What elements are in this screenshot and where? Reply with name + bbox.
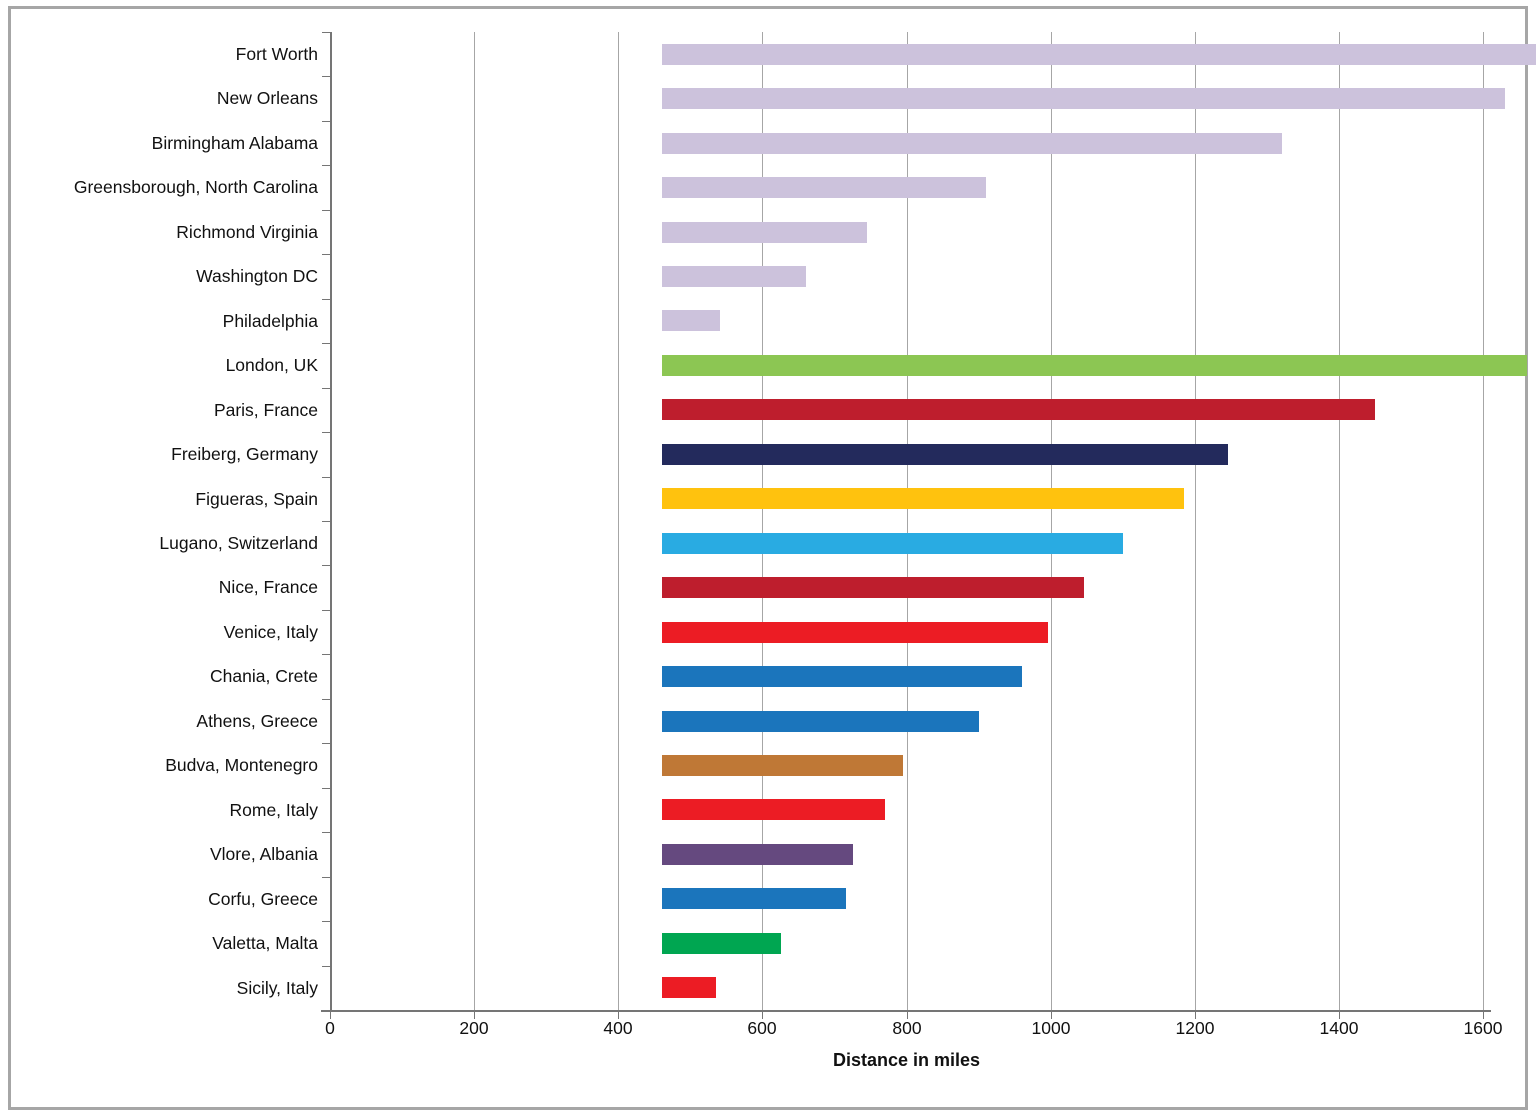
y-axis-tick [322,254,331,255]
category-label-figueras-spain: Figueras, Spain [195,488,318,509]
y-axis-tick [322,877,331,878]
category-label-freiberg-germany: Freiberg, Germany [171,443,318,464]
bar-paris-france [662,399,1375,420]
category-label-new-orleans: New Orleans [216,87,318,108]
x-tick-label-400: 400 [603,1018,633,1038]
y-axis-tick [322,388,331,389]
bar-chania-crete [662,666,1022,687]
x-axis-tick-200 [474,1010,475,1019]
x-tick-label-800: 800 [892,1018,922,1038]
bar-greensborough-north-carolina [662,177,986,198]
gridline-1000 [1051,32,1052,1010]
x-axis-tick-1600 [1483,1010,1484,1019]
y-axis-tick [322,432,331,433]
plot-area [330,32,1536,1010]
y-axis-tick [322,921,331,922]
x-tick-label-0: 0 [325,1018,335,1038]
bar-freiberg-germany [662,444,1228,465]
bar-philadelphia [662,310,720,331]
category-label-athens-greece: Athens, Greece [196,710,318,731]
x-axis-tick-0 [330,1010,331,1019]
category-label-nice-france: Nice, France [218,576,318,597]
x-axis-tick-1400 [1339,1010,1340,1019]
bar-corfu-greece [662,888,846,909]
category-label-lugano-switzerland: Lugano, Switzerland [159,532,318,553]
y-axis-tick [322,76,331,77]
bar-athens-greece [662,711,979,732]
y-axis-tick [322,477,331,478]
category-label-greensborough-north-carolina: Greensborough, North Carolina [73,176,318,197]
bar-figueras-spain [662,488,1184,509]
y-axis-tick [322,610,331,611]
bar-london-uk [662,355,1527,376]
bar-birmingham-alabama [662,133,1282,154]
bar-richmond-virginia [662,222,867,243]
x-axis-tick-1200 [1195,1010,1196,1019]
category-label-venice-italy: Venice, Italy [223,621,318,642]
category-label-sicily-italy: Sicily, Italy [236,977,318,998]
category-label-birmingham-alabama: Birmingham Alabama [151,132,318,153]
gridline-1200 [1195,32,1196,1010]
bar-washington-dc [662,266,806,287]
category-label-vlore-albania: Vlore, Albania [210,843,318,864]
y-axis-tick [322,654,331,655]
bar-fort-worth [662,44,1536,65]
x-tick-label-1200: 1200 [1175,1018,1215,1038]
y-axis-tick [322,966,331,967]
y-axis-tick [322,210,331,211]
x-axis-tick-800 [907,1010,908,1019]
bar-vlore-albania [662,844,853,865]
y-axis-tick [322,699,331,700]
x-tick-label-1600: 1600 [1463,1018,1503,1038]
x-tick-label-1000: 1000 [1031,1018,1071,1038]
y-axis-tick [322,743,331,744]
y-axis-tick [322,788,331,789]
category-label-valetta-malta: Valetta, Malta [212,932,318,953]
x-axis-title: Distance in miles [832,1050,981,1070]
y-axis-tick [322,299,331,300]
category-label-chania-crete: Chania, Crete [210,665,318,686]
bar-new-orleans [662,88,1505,109]
category-label-paris-france: Paris, France [213,399,318,420]
y-axis-tick [322,32,331,33]
x-tick-label-200: 200 [459,1018,489,1038]
bar-valetta-malta [662,933,781,954]
category-label-budva-montenegro: Budva, Montenegro [165,754,318,775]
bar-lugano-switzerland [662,533,1123,554]
x-tick-label-600: 600 [747,1018,777,1038]
y-axis-tick [322,121,331,122]
gridline-600 [762,32,763,1010]
x-axis-tick-600 [762,1010,763,1019]
gridline-200 [474,32,475,1010]
category-label-london-uk: London, UK [225,354,318,375]
category-label-fort-worth: Fort Worth [235,43,318,64]
category-label-richmond-virginia: Richmond Virginia [176,221,318,242]
y-axis-tick [322,832,331,833]
bar-venice-italy [662,622,1048,643]
y-axis-tick [322,521,331,522]
gridline-1400 [1339,32,1340,1010]
y-axis-tick [322,343,331,344]
gridline-400 [618,32,619,1010]
y-axis-tick [322,165,331,166]
x-axis-line [321,1010,1491,1012]
bar-sicily-italy [662,977,716,998]
gridline-800 [907,32,908,1010]
category-label-corfu-greece: Corfu, Greece [208,888,318,909]
category-label-philadelphia: Philadelphia [222,310,318,331]
category-label-washington-dc: Washington DC [196,265,318,286]
x-axis-tick-400 [618,1010,619,1019]
x-axis-tick-1000 [1051,1010,1052,1019]
category-label-rome-italy: Rome, Italy [229,799,319,820]
gridline-1600 [1483,32,1484,1010]
x-tick-label-1400: 1400 [1319,1018,1359,1038]
y-axis-tick [322,1010,331,1011]
y-axis-tick [322,565,331,566]
bar-rome-italy [662,799,885,820]
y-axis-line [330,32,332,1012]
bar-nice-france [662,577,1084,598]
bar-budva-montenegro [662,755,903,776]
